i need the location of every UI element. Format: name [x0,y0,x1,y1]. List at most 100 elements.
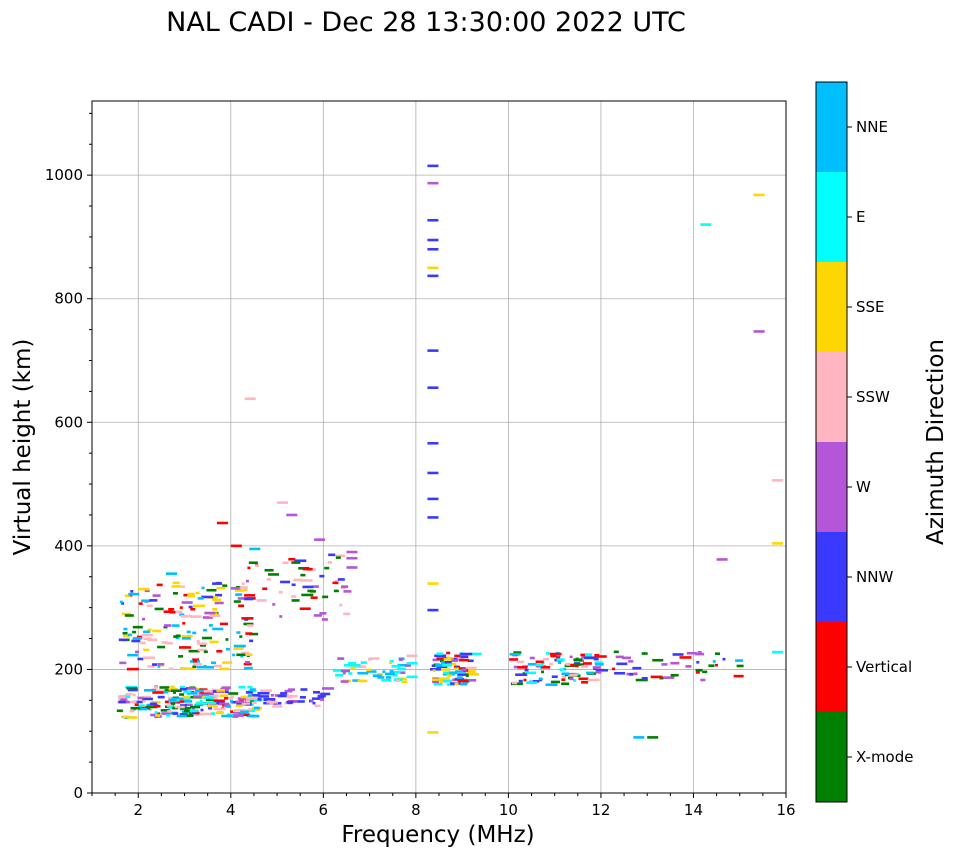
echo-point [561,678,566,681]
echo-point [138,587,150,591]
echo-point [123,627,128,631]
echo-point [561,672,570,676]
echo-point [188,649,200,653]
echo-point [230,544,242,548]
echo-point [319,574,325,578]
echo-point [586,671,595,675]
echo-point [245,579,249,583]
echo-point [242,653,253,656]
echo-point [558,661,562,664]
echo-point [215,593,223,597]
echo-point [192,665,197,669]
echo-point [339,603,343,607]
echo-point [167,710,172,713]
y-tick-label: 600 [54,413,83,431]
echo-point [203,690,213,693]
echo-point [652,658,664,662]
echo-point [168,706,175,709]
echo-point [202,616,213,619]
echo-point [465,674,469,677]
echo-point [733,674,744,678]
echo-point [389,661,393,665]
echo-point [243,662,252,666]
echo-point [686,651,697,655]
echo-point [253,706,260,710]
echo-point [439,680,444,683]
echo-point [190,607,196,611]
echo-point [712,660,716,663]
echo-point [529,656,535,660]
echo-point [772,542,784,545]
echo-point [319,694,326,698]
echo-point [632,666,642,670]
echo-point [216,521,228,525]
echo-point [670,661,680,665]
data-points [116,164,784,739]
colorbar-frame [815,81,848,803]
y-tick-label: 0 [73,784,83,802]
echo-point [628,660,634,663]
echo-point [695,652,705,656]
echo-point [341,585,349,588]
echo-point [427,238,439,242]
echo-point [254,564,259,568]
echo-point [307,589,314,593]
echo-point [195,689,208,693]
echo-point [142,656,155,660]
echo-point [221,714,233,718]
echo-point [216,649,223,653]
echo-point [556,656,561,660]
echo-point [311,697,324,700]
echo-point [181,637,191,640]
echo-point [427,516,439,519]
echo-point [182,621,186,625]
echo-point [182,695,190,699]
echo-point [189,709,198,712]
echo-point [310,699,314,703]
echo-point [565,663,574,666]
echo-point [582,662,592,665]
colorbar-segment [816,172,847,262]
colorbar-tick-label: NNW [856,568,893,586]
x-tick-label: 2 [133,801,143,819]
echo-point [342,671,346,675]
echo-point [222,661,233,664]
echo-point [300,579,313,582]
echo-point [280,692,288,695]
echo-point [193,695,203,698]
echo-point [280,580,291,584]
echo-point [145,705,158,709]
echo-point [124,594,130,598]
echo-point [456,667,466,670]
echo-point [206,701,217,705]
echo-point [455,670,467,673]
echo-point [127,633,132,637]
echo-point [453,667,459,671]
echo-point [235,593,243,596]
echo-point [268,573,280,576]
echo-point [509,652,521,656]
x-tick-label: 14 [684,801,703,819]
echo-point [154,711,158,714]
echo-point [440,661,447,664]
echo-point [685,665,692,668]
echo-point [233,647,244,650]
echo-point [436,652,444,656]
echo-point [391,665,401,668]
echo-point [174,705,185,709]
echo-point [321,618,328,621]
echo-point [173,635,178,638]
echo-point [225,647,230,651]
echo-point [235,704,243,708]
echo-point [406,661,418,665]
echo-point [696,660,700,664]
echo-point [406,654,418,658]
echo-point [247,685,253,689]
x-tick-label: 6 [319,801,329,819]
echo-point [241,651,250,655]
echo-point [152,691,165,694]
echo-point [164,689,171,692]
echo-point [695,671,700,674]
colorbar-tick-label: SSW [856,388,890,406]
echo-point [616,662,628,666]
